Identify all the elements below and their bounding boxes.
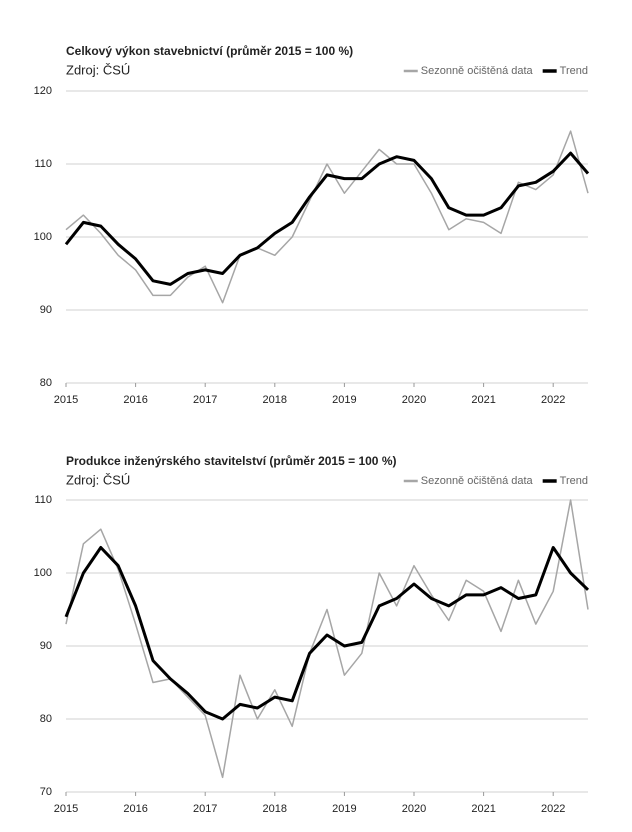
y-tick-label: 100 [34,231,52,243]
x-tick-label: 2018 [263,803,287,815]
chart-title: Produkce inženýrského stavitelství (prům… [66,454,396,468]
y-tick-label: 100 [34,567,52,579]
legend-label: Trend [560,65,588,77]
x-tick-label: 2020 [402,803,426,815]
y-tick-label: 90 [40,640,52,652]
chart-subtitle: Zdroj: ČSÚ [66,472,130,487]
x-tick-label: 2022 [541,394,565,406]
x-tick-label: 2021 [471,803,495,815]
x-tick-label: 2020 [402,394,426,406]
legend-label: Trend [560,475,588,487]
x-tick-label: 2019 [332,394,356,406]
chart-title: Celkový výkon stavebnictví (průměr 2015 … [66,44,353,58]
x-tick-label: 2018 [263,394,287,406]
data-line [64,546,590,721]
x-tick-label: 2019 [332,803,356,815]
legend-label: Sezonně očištěná data [421,475,534,487]
x-tick-label: 2021 [471,394,495,406]
data-line [65,499,589,779]
data-line [65,130,589,304]
data-line [64,151,590,286]
x-tick-label: 2016 [123,803,147,815]
y-tick-label: 80 [40,377,52,389]
x-tick-label: 2015 [54,803,78,815]
y-tick-label: 110 [34,158,52,170]
chart-subtitle: Zdroj: ČSÚ [66,62,130,77]
y-tick-label: 80 [40,713,52,725]
x-tick-label: 2017 [193,803,217,815]
y-tick-label: 90 [40,304,52,316]
x-tick-label: 2016 [123,394,147,406]
y-tick-label: 110 [34,494,52,506]
x-tick-label: 2017 [193,394,217,406]
legend-label: Sezonně očištěná data [421,65,534,77]
x-tick-label: 2022 [541,803,565,815]
x-tick-label: 2015 [54,394,78,406]
y-tick-label: 70 [40,786,52,798]
y-tick-label: 120 [34,85,52,97]
